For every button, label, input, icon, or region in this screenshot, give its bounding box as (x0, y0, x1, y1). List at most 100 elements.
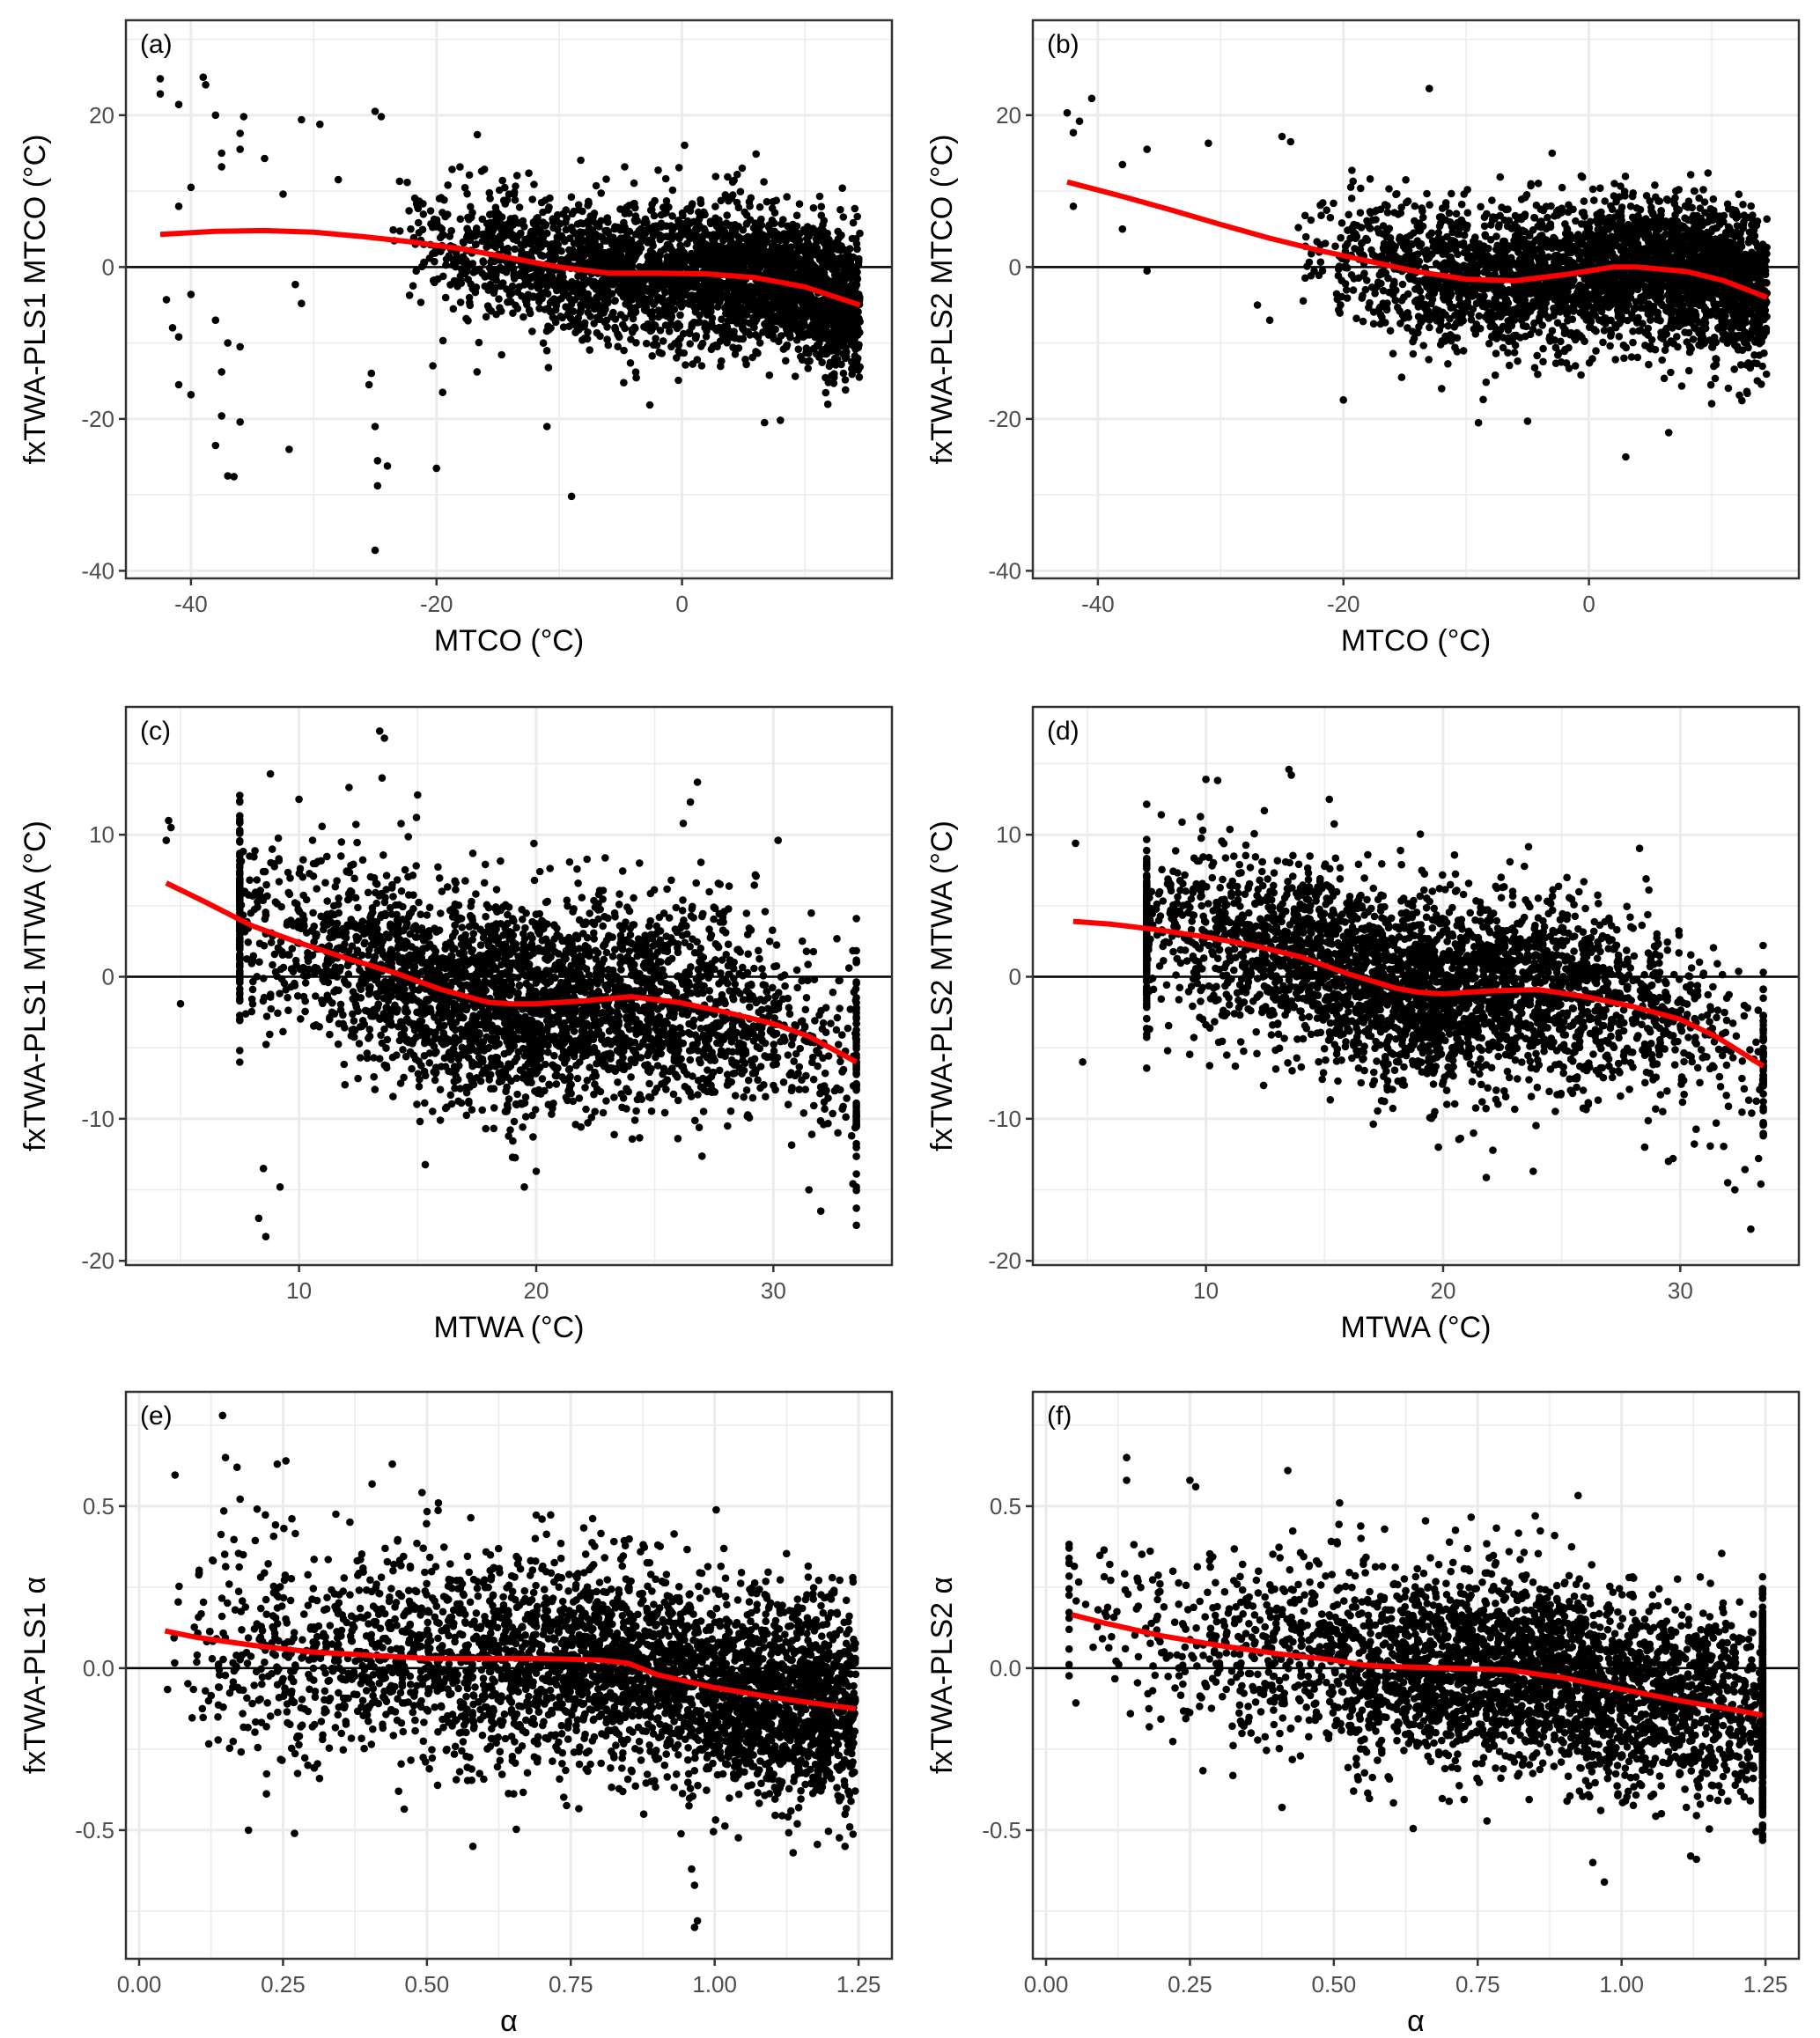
data-point (667, 245, 675, 254)
outlier-point (217, 368, 225, 376)
data-point (760, 178, 768, 186)
data-point (535, 278, 544, 286)
data-point (848, 370, 856, 379)
data-point (465, 293, 474, 302)
data-point (409, 282, 417, 291)
data-point (676, 311, 684, 320)
data-point (1437, 213, 1446, 221)
data-point (770, 271, 777, 280)
data-point (755, 339, 764, 347)
data-point (747, 194, 755, 202)
data-point (1645, 360, 1653, 369)
data-point (1341, 280, 1350, 288)
data-point (657, 219, 666, 228)
data-point (1588, 185, 1597, 194)
data-point (849, 342, 858, 350)
data-point (497, 350, 505, 359)
data-point (642, 339, 651, 348)
data-point (1647, 342, 1654, 350)
data-point (802, 344, 811, 352)
data-point (597, 217, 605, 225)
data-point (1669, 196, 1678, 205)
outlier-point (236, 145, 245, 153)
data-point (1326, 213, 1335, 222)
data-point (510, 190, 519, 199)
data-point (692, 332, 701, 340)
data-point (748, 321, 757, 329)
outlier-point (298, 299, 306, 308)
data-point (812, 235, 821, 243)
x-tick-label: -20 (420, 591, 453, 617)
data-point (557, 232, 565, 240)
data-point (590, 210, 599, 217)
data-point (577, 156, 585, 165)
data-point (729, 191, 737, 199)
data-point (1379, 222, 1388, 230)
data-point (434, 275, 442, 283)
data-point (648, 313, 657, 322)
data-point (688, 200, 696, 208)
data-point (777, 416, 785, 424)
data-point (545, 203, 553, 211)
data-point (730, 305, 739, 313)
data-point (536, 235, 545, 244)
data-point (763, 324, 770, 333)
data-point (615, 258, 623, 267)
data-point (614, 286, 623, 294)
data-point (1384, 274, 1392, 283)
data-point (1420, 277, 1429, 285)
data-point (548, 270, 556, 279)
data-point (791, 372, 799, 380)
data-point (1674, 342, 1682, 351)
data-point (623, 256, 631, 265)
data-point (631, 241, 639, 249)
data-point (1661, 346, 1669, 355)
data-point (821, 345, 829, 354)
data-point (674, 376, 682, 385)
data-point (574, 313, 583, 322)
data-point (619, 320, 627, 329)
data-point (853, 275, 862, 283)
data-point (528, 327, 536, 335)
data-point (511, 245, 519, 254)
data-point (741, 208, 748, 217)
outlier-point (473, 368, 482, 376)
data-point (1331, 242, 1339, 251)
data-point (830, 346, 839, 355)
data-point (836, 279, 844, 288)
outlier-point (542, 423, 551, 430)
data-point (542, 327, 551, 335)
data-point (1485, 340, 1493, 348)
data-point (777, 313, 785, 321)
data-point (519, 313, 527, 321)
data-point (1626, 202, 1635, 210)
data-point (785, 275, 793, 283)
data-point (794, 326, 802, 335)
data-point (539, 218, 548, 226)
data-point (499, 246, 508, 254)
data-point (442, 255, 451, 263)
smooth-trend-line (159, 227, 861, 308)
data-point (853, 354, 862, 363)
data-point (689, 281, 698, 289)
outlier-point (285, 445, 293, 453)
data-point (563, 214, 571, 223)
data-point (644, 320, 652, 328)
data-point (711, 295, 719, 304)
outlier-point (236, 129, 245, 137)
data-point (730, 290, 739, 298)
data-point (584, 217, 592, 225)
data-point (633, 217, 642, 225)
data-point (520, 223, 528, 231)
data-point (577, 300, 585, 309)
data-point (824, 308, 833, 317)
data-point (525, 305, 534, 314)
y-tick-label: 20 (89, 102, 114, 129)
data-point (1612, 197, 1620, 206)
data-point (638, 283, 647, 292)
data-point (483, 272, 490, 280)
data-point (554, 225, 562, 234)
data-point (830, 239, 839, 247)
data-point (1610, 192, 1618, 200)
data-point (496, 304, 504, 312)
